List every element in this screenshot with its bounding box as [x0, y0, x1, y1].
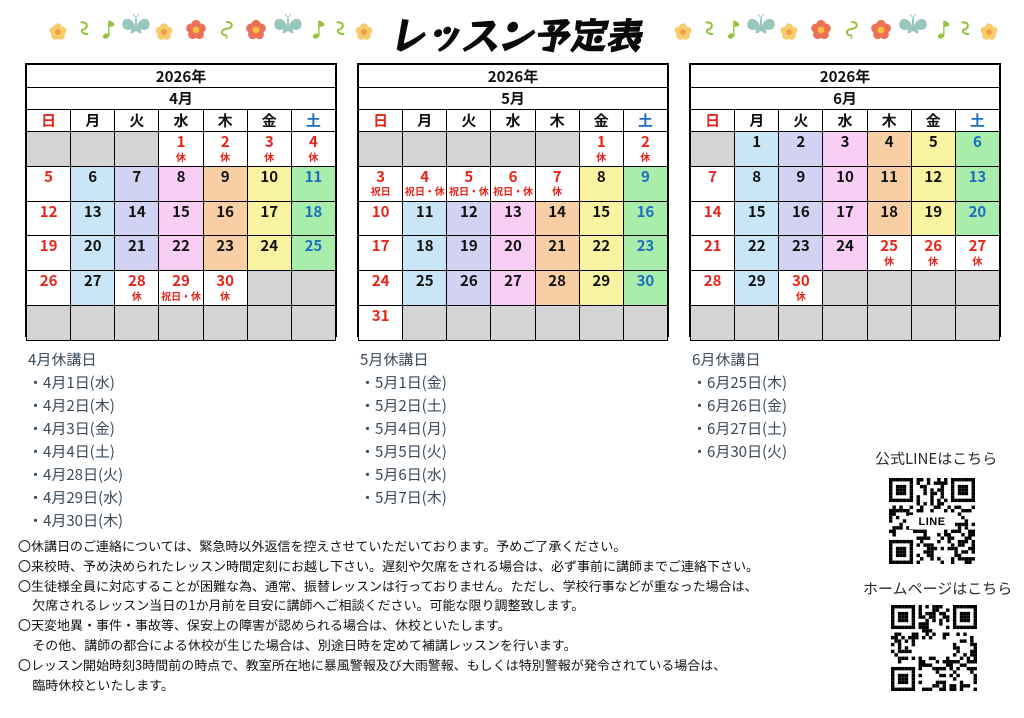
- svg-text:LINE: LINE: [918, 516, 945, 528]
